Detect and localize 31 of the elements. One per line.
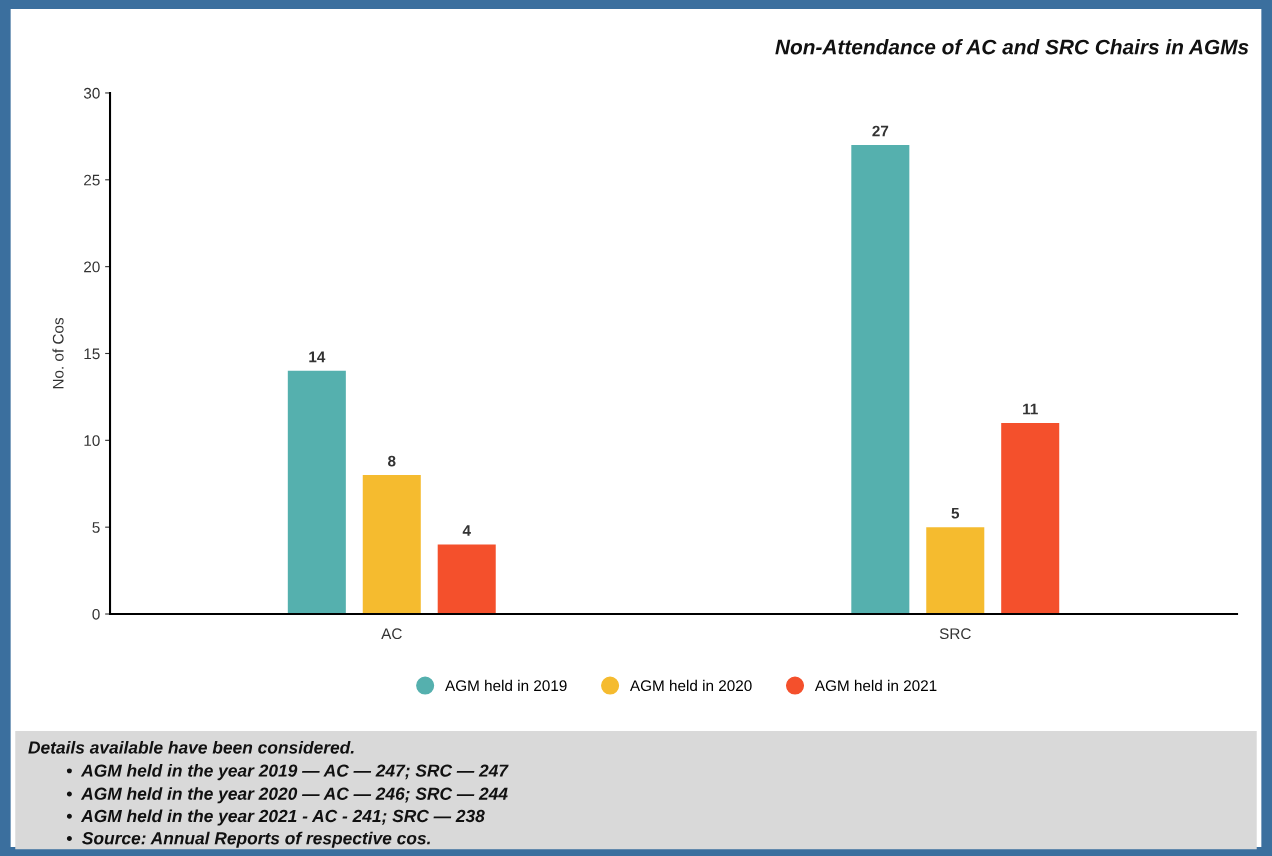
data-label: 11 [1023, 403, 1038, 415]
legend-label: AGM held in 2021 [814, 679, 937, 692]
bar [287, 370, 346, 615]
y-tick-label: 15 [84, 348, 100, 360]
text: • Source: Annual Reports of respective cos. [66, 831, 430, 848]
chart-title: Non-Attendance of AC and SRC Chairs in AGMs [775, 39, 1249, 55]
bar [437, 544, 496, 615]
data-label: 4 [462, 525, 471, 536]
bar [851, 145, 910, 615]
y-tick-label: 0 [92, 608, 100, 620]
x-tick-label: SRC [939, 628, 971, 640]
text: • AGM held in the year 2019 — AC — 247; SRC — 247 [66, 764, 509, 781]
text: Details available have been considered. [28, 740, 354, 754]
y-tick-label: 25 [84, 174, 100, 186]
legend-label: AGM held in 2019 [445, 679, 567, 692]
data-label: 5 [951, 507, 960, 519]
data-label: 8 [388, 455, 396, 467]
data-label: 27 [872, 125, 889, 137]
bar [1001, 422, 1060, 615]
text: • AGM held in the year 2021 - AC - 241; SRC — 238 [66, 809, 485, 826]
legend-label: AGM held in 2020 [629, 679, 752, 692]
bar [926, 527, 985, 615]
y-tick-label: 20 [84, 261, 100, 273]
y-tick-label: 30 [83, 87, 100, 99]
y-axis-title: No. of Cos [52, 317, 64, 389]
data-label: 14 [309, 351, 326, 363]
text: • AGM held in the year 2020 — AC — 246; SRC — 244 [66, 787, 508, 804]
y-tick-label: 5 [92, 522, 100, 533]
y-tick-label: 10 [84, 435, 100, 447]
bar [362, 475, 421, 615]
x-tick-label: AC [381, 628, 402, 640]
